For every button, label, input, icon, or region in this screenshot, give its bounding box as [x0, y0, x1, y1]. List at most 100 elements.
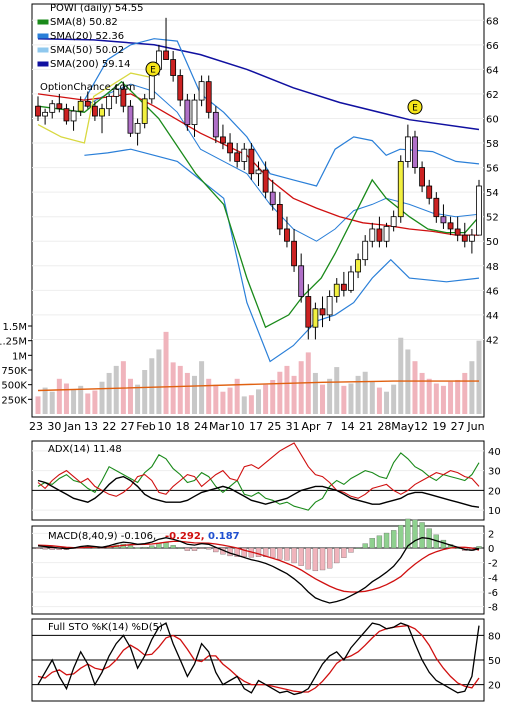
candle-body-57 — [440, 216, 447, 224]
macd-histogram-bar-2 — [49, 547, 55, 550]
volume-bar-16 — [149, 358, 155, 414]
macd-histogram-bar-34 — [277, 547, 283, 560]
macd-histogram-bar-16 — [149, 545, 155, 549]
candle-body-15 — [141, 98, 148, 124]
macd-histogram-bar-51 — [398, 524, 404, 549]
macd-histogram-bar-43 — [341, 547, 347, 558]
macd-histogram-bar-20 — [177, 547, 183, 549]
volume-bar-35 — [284, 365, 290, 414]
earnings-marker-1: E — [407, 99, 423, 115]
macd-histogram-bar-22 — [191, 547, 198, 551]
volume-bar-27 — [227, 387, 233, 414]
candle-body-20 — [177, 75, 184, 101]
stochastic-panel: 20 50 80 Full STO %K(14) %D(5) — [31, 618, 501, 702]
candle-body-58 — [447, 222, 454, 230]
volume-tick-label-1: 500K — [1, 381, 27, 392]
volume-tick-label-3: 1M — [12, 351, 27, 362]
candle-body-37 — [298, 265, 305, 297]
candle-body-39 — [312, 308, 319, 328]
macd-histogram-bar-39 — [312, 547, 319, 572]
candle-body-55 — [426, 185, 433, 199]
volume-bar-4 — [63, 383, 69, 414]
sma8-line — [37, 80, 480, 329]
macd-histogram-bar-32 — [262, 547, 269, 557]
macd-histogram-bar-24 — [206, 547, 212, 550]
candle-body-8 — [92, 105, 98, 117]
candle-body-62 — [476, 185, 482, 236]
volume-bar-43 — [341, 385, 347, 414]
candle-body-12 — [120, 88, 127, 107]
macd-histogram-bar-36 — [291, 547, 297, 564]
candle-body-9 — [99, 108, 105, 117]
candle-body-32 — [262, 169, 269, 193]
x-tick-label-4: 22 — [102, 420, 116, 433]
candle-body-11 — [113, 88, 120, 97]
x-tick-label-23: 27 — [451, 420, 465, 433]
x-tick-label-24: Jun — [466, 420, 484, 433]
volume-bar-58 — [448, 381, 454, 414]
x-tick-label-14: 31 — [286, 420, 300, 433]
candle-body-30 — [248, 148, 255, 175]
x-tick-label-15: Apr — [301, 420, 321, 433]
volume-bar-45 — [355, 375, 361, 414]
macd-panel: 2 0 -2 -4 -6 -8 MACD(8,40,9) -0.106, -0.292, 0.1… — [31, 518, 498, 615]
price-tick-label-64: 64 — [486, 65, 499, 76]
candle-body-60 — [461, 234, 468, 242]
candle-body-53 — [412, 136, 418, 168]
price-tick-label-66: 66 — [486, 41, 499, 52]
watermark-text: OptionChance.com — [40, 82, 135, 93]
volume-bar-48 — [376, 387, 382, 414]
macd-histogram-bar-31 — [255, 547, 262, 557]
adx-minus-di-line — [37, 442, 480, 499]
macd-histogram-bar-38 — [305, 547, 311, 570]
macd-tick-label-0: 0 — [488, 544, 494, 555]
candle-body-13 — [127, 105, 134, 134]
volume-tick-label-2: 750K — [1, 366, 27, 377]
volume-bar-7 — [85, 393, 91, 414]
volume-bar-8 — [92, 390, 98, 414]
volume-bar-51 — [398, 337, 404, 414]
legend-label-0: POWI (daily) 54.55 — [50, 3, 143, 14]
candle-body-34 — [276, 204, 283, 230]
volume-bar-30 — [248, 395, 254, 414]
macd-histogram-bar-48 — [376, 535, 383, 549]
adx-tick-label-30: 30 — [488, 467, 501, 478]
x-tick-label-0: 23 — [29, 420, 43, 433]
macd-histogram-bar-19 — [170, 545, 176, 549]
x-tick-label-20: May — [391, 420, 414, 433]
volume-tick-label-4: 1.25M — [0, 337, 27, 348]
macd-histogram-bar-33 — [270, 547, 276, 558]
candle-body-56 — [433, 197, 440, 218]
volume-bar-32 — [263, 384, 269, 414]
candle-body-42 — [333, 283, 340, 297]
candle-body-38 — [305, 296, 312, 328]
legend-swatch-2 — [37, 33, 49, 39]
volume-bar-18 — [163, 331, 169, 414]
macd-histogram-bar-53 — [412, 519, 418, 549]
sto-tick-label-50: 50 — [488, 656, 501, 667]
candle-body-41 — [326, 296, 333, 316]
macd-histogram-bar-35 — [284, 547, 290, 561]
price-tick-label-68: 68 — [486, 16, 499, 27]
x-tick-label-6: Feb — [136, 420, 155, 433]
volume-bar-25 — [213, 384, 219, 414]
sto-tick-label-80: 80 — [488, 631, 501, 642]
candle-body-24 — [205, 81, 212, 113]
candle-body-29 — [241, 148, 248, 162]
candle-body-36 — [291, 240, 297, 267]
bollinger-lower-line — [84, 148, 480, 363]
x-tick-label-13: 25 — [267, 420, 281, 433]
candle-body-61 — [468, 234, 475, 242]
sto-tick-label-20: 20 — [488, 681, 501, 692]
volume-bar-6 — [78, 385, 84, 414]
candle-body-52 — [404, 136, 411, 162]
candle-body-51 — [397, 161, 404, 218]
macd-histogram-bar-14 — [134, 547, 141, 549]
x-tick-label-1: 30 — [47, 420, 61, 433]
macd-histogram-bar-1 — [42, 547, 48, 550]
x-tick-label-19: 28 — [377, 420, 391, 433]
legend-label-1: SMA(8) 50.82 — [50, 17, 118, 28]
candle-body-33 — [269, 191, 276, 205]
legend-swatch-0 — [37, 5, 49, 11]
volume-bar-47 — [369, 381, 375, 414]
